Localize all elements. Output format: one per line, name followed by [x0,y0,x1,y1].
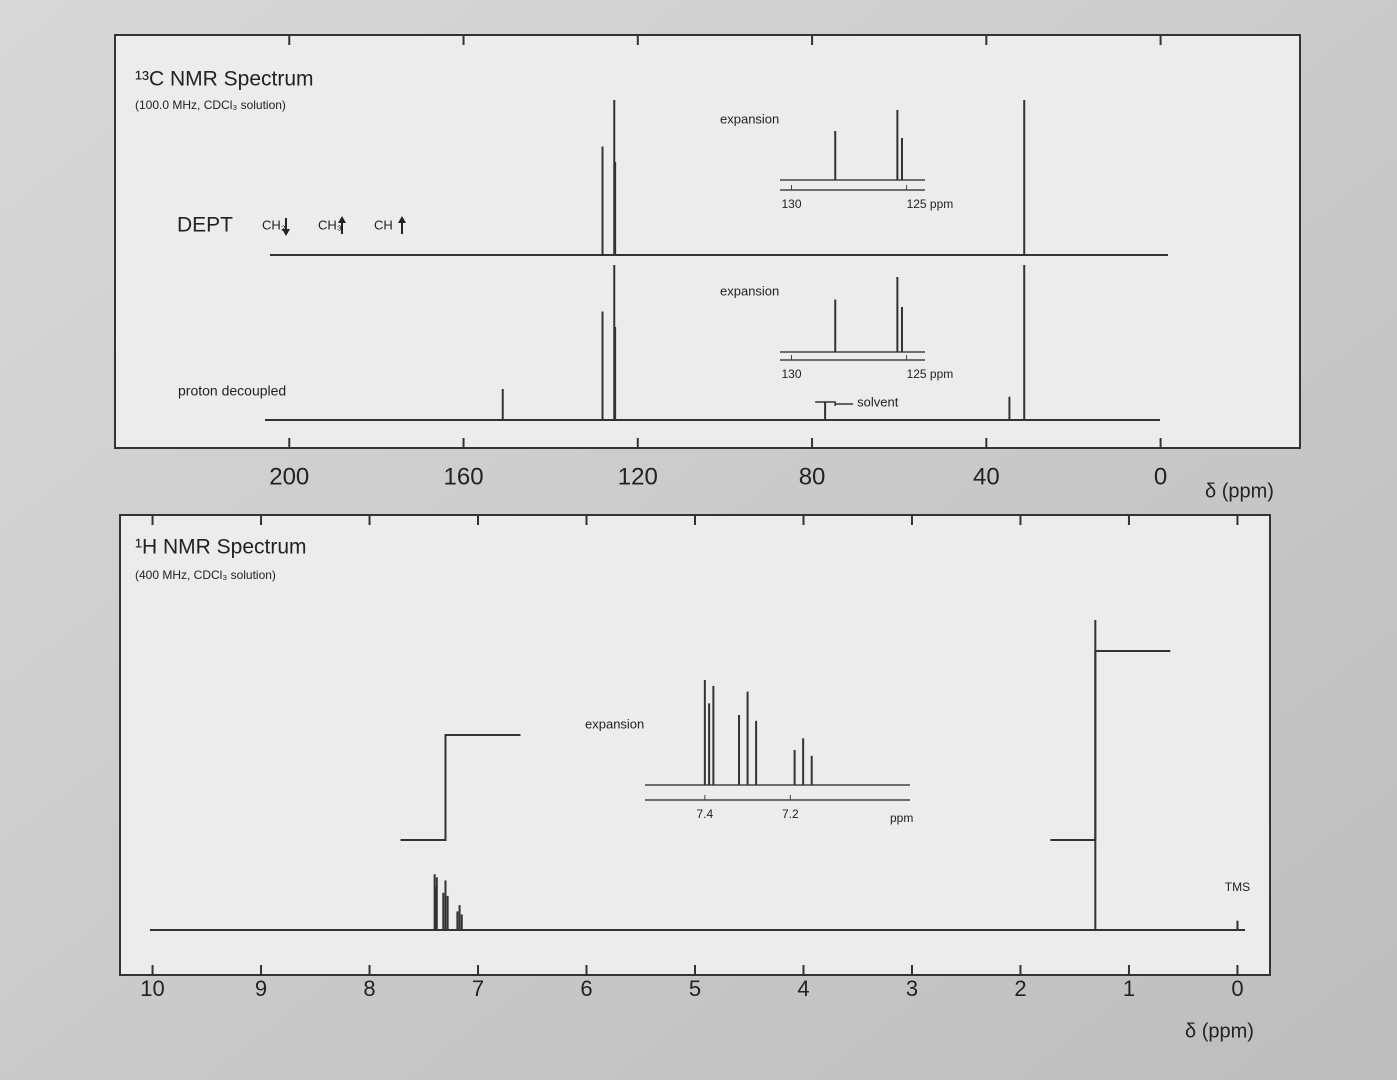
inset-unit: ppm [890,811,913,825]
chart-title: ¹H NMR Spectrum [135,536,307,559]
plot-panel [119,514,1271,976]
x-tick-label: 4 [797,976,809,1001]
chart-subtitle: (400 MHz, CDCl₃ solution) [135,568,276,582]
x-tick-label: 0 [1154,463,1167,490]
dept-arrow-head [398,216,406,223]
x-tick-label: 160 [444,463,484,490]
inset-tick-label: 7.2 [782,807,799,821]
x-axis-label: δ (ppm) [1185,1020,1254,1042]
dept-legend-label: CH [374,217,393,232]
chart-subtitle: (100.0 MHz, CDCl₃ solution) [135,98,286,112]
inset-label: expansion [720,111,779,126]
chart-title: ¹³C NMR Spectrum [135,68,314,91]
x-tick-label: 5 [689,976,701,1001]
x-tick-label: 10 [140,976,164,1001]
inset-tick-label: 130 [781,197,801,211]
integral-curve [1050,650,1171,841]
annotation: TMS [1225,880,1250,894]
inset-tick-label: 125 ppm [907,367,954,381]
inset-tick-label: 125 ppm [907,197,954,211]
x-tick-label: 0 [1231,976,1243,1001]
dept-arrow-head [338,216,346,223]
x-tick-label: 7 [472,976,484,1001]
x-tick-label: 1 [1123,976,1135,1001]
x-tick-label: 9 [255,976,267,1001]
x-tick-label: 80 [799,463,826,490]
x-tick-label: 6 [580,976,592,1001]
x-tick-label: 3 [906,976,918,1001]
x-tick-label: 40 [973,463,1000,490]
inset-label: expansion [720,283,779,298]
x-tick-label: 8 [363,976,375,1001]
integral-curve [400,734,521,841]
inset-label: expansion [585,716,644,731]
inset-tick-label: 7.4 [696,807,713,821]
solvent-bracket [815,401,854,418]
trace-label: DEPT [177,214,233,237]
trace-label: proton decoupled [178,383,286,399]
x-tick-label: 2 [1014,976,1026,1001]
annotation: solvent [857,394,899,409]
inset-tick-label: 130 [781,367,801,381]
dept-legend-label: CH₂ [262,217,286,232]
x-axis-label: δ (ppm) [1205,480,1274,502]
x-tick-label: 120 [618,463,658,490]
x-tick-label: 200 [269,463,309,490]
plot-panel [114,34,1301,449]
dept-legend-label: CH₃ [318,217,342,232]
dept-arrow-head [282,229,290,236]
